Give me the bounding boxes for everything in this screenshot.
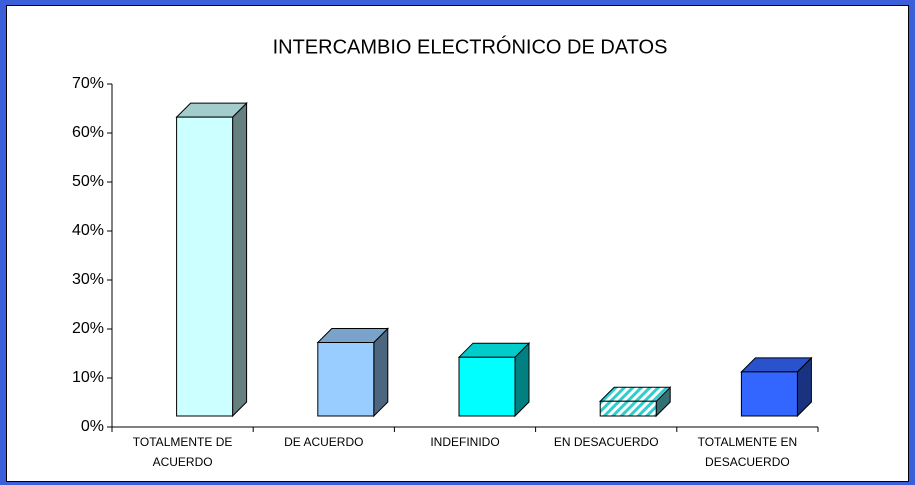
bar-front — [317, 342, 375, 417]
bar — [457, 341, 531, 418]
bar — [316, 327, 390, 418]
y-tick-label: 10% — [72, 369, 104, 386]
x-tick-label: DE ACUERDO — [284, 435, 364, 449]
y-tick-label: 60% — [72, 124, 104, 141]
bar — [598, 386, 672, 418]
x-tick-label: EN DESACUERDO — [553, 435, 659, 449]
y-tick-label: 40% — [72, 222, 104, 239]
y-tick-label: 0% — [81, 418, 104, 435]
y-tick-label: 20% — [72, 320, 104, 337]
bar-side — [373, 327, 389, 418]
x-tick-label: TOTALMENTE EN DESACUERDO — [697, 435, 798, 469]
y-tick-label: 50% — [72, 173, 104, 190]
y-tick-label: 70% — [72, 75, 104, 92]
chart-title: INTERCAMBIO ELECTRÓNICO DE DATOS — [273, 35, 668, 58]
x-tick-label: TOTALMENTE DE ACUERDO — [132, 435, 233, 469]
bar-side — [232, 101, 248, 418]
bar — [175, 101, 248, 418]
y-tick-label: 30% — [72, 271, 104, 288]
bar-front — [458, 356, 516, 417]
bar-front — [176, 116, 234, 417]
bar-front — [599, 400, 657, 417]
bar-front — [740, 371, 798, 417]
bar — [740, 356, 813, 418]
x-tick-label: INDEFINIDO — [430, 435, 500, 449]
